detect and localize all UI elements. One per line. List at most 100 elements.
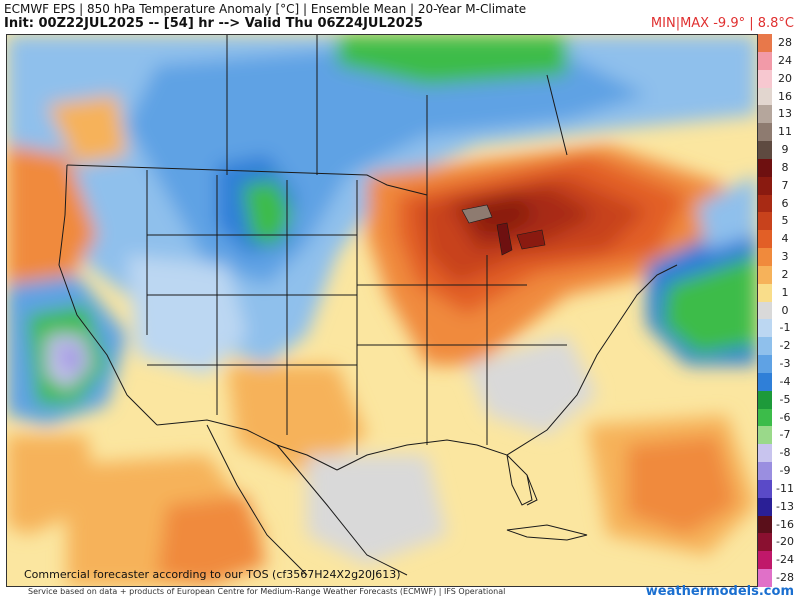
legend-swatch: [758, 355, 772, 373]
legend-label: -8: [779, 446, 791, 460]
legend-swatch: [758, 390, 772, 409]
legend-entry: 16: [758, 87, 798, 106]
legend-swatch: [758, 158, 772, 177]
legend-entry: 2: [758, 265, 798, 284]
map-subtitle: Init: 00Z22JUL2025 -- [54] hr --> Valid …: [4, 16, 423, 31]
legend-entry: -13: [758, 497, 798, 516]
legend-entry: 24: [758, 51, 798, 70]
legend-swatch: [758, 51, 772, 70]
legend-label: -3: [779, 357, 791, 371]
anomaly-map-canvas: [7, 35, 757, 586]
legend-label: 2: [781, 267, 789, 281]
legend-label: -9: [779, 464, 791, 478]
legend-entry: -3: [758, 355, 798, 373]
legend-swatch: [758, 194, 772, 213]
legend-entry: 7: [758, 176, 798, 195]
legend-label: -1: [779, 321, 791, 335]
legend-entry: 1: [758, 283, 798, 302]
legend-entry: -4: [758, 372, 798, 391]
legend-label: 1: [781, 285, 789, 299]
legend-label: 6: [781, 196, 789, 210]
legend-entry: -11: [758, 479, 798, 498]
legend-label: 16: [778, 89, 792, 103]
legend-entry: -6: [758, 408, 798, 427]
legend-label: 7: [781, 178, 789, 192]
legend-label: 28: [778, 36, 792, 49]
legend-entry: -16: [758, 515, 798, 534]
legend-entry: -24: [758, 551, 798, 570]
legend-entry: 20: [758, 69, 798, 88]
great-lakes: [461, 204, 546, 256]
legend-swatch: [758, 69, 772, 88]
legend-label: -24: [776, 553, 794, 567]
legend-entry: -8: [758, 444, 798, 463]
legend-swatch: [758, 123, 772, 142]
legend-label: -11: [776, 481, 794, 495]
legend-label: 9: [781, 143, 789, 157]
legend-swatch: [758, 105, 772, 124]
legend-entry: 28: [758, 34, 798, 52]
legend-label: 4: [781, 232, 789, 246]
legend-label: 8: [781, 160, 789, 174]
legend-entry: -9: [758, 462, 798, 480]
legend-swatch: [758, 551, 772, 570]
legend-swatch: [758, 337, 772, 356]
map-borders: [58, 35, 678, 576]
legend-entry: -5: [758, 390, 798, 409]
legend-label: 3: [781, 250, 789, 264]
legend-label: 0: [781, 303, 789, 317]
legend-entry: 8: [758, 158, 798, 177]
legend-swatch: [758, 479, 772, 498]
legend-label: -28: [776, 571, 794, 585]
legend-swatch: [758, 444, 772, 463]
legend-entry: 6: [758, 194, 798, 213]
legend-swatch: [758, 462, 772, 480]
anomaly-fill: [7, 35, 757, 586]
legend-label: 11: [778, 125, 792, 139]
legend-swatch: [758, 87, 772, 106]
legend-entry: -28: [758, 569, 798, 587]
legend-swatch: [758, 426, 772, 445]
color-legend: 28 24 20 16 13 11 9 8 7 6 5 4 3 2 1 0 -1 -2 -3 -4 -5 -6 -7 -8 -9…: [758, 34, 798, 587]
legend-entry: 4: [758, 230, 798, 249]
legend-swatch: [758, 265, 772, 284]
anomaly-map: [6, 34, 758, 587]
legend-label: -16: [776, 517, 794, 531]
legend-label: -20: [776, 535, 794, 549]
legend-entry: 5: [758, 212, 798, 231]
legend-label: 5: [781, 214, 789, 228]
commercial-note: Commercial forecaster according to our T…: [24, 568, 401, 581]
legend-swatch: [758, 515, 772, 534]
legend-entry: -2: [758, 337, 798, 356]
legend-label: 24: [778, 53, 792, 67]
legend-entry: 0: [758, 301, 798, 320]
map-header: ECMWF EPS | 850 hPa Temperature Anomaly …: [0, 0, 800, 32]
legend-swatch: [758, 176, 772, 195]
data-credit: Service based on data + products of Euro…: [28, 587, 506, 596]
legend-swatch: [758, 372, 772, 391]
site-watermark[interactable]: weathermodels.com: [645, 584, 794, 599]
legend-entry: -20: [758, 533, 798, 552]
legend-swatch: [758, 248, 772, 266]
legend-entry: -7: [758, 426, 798, 445]
legend-label: -5: [779, 392, 791, 406]
legend-swatch: [758, 141, 772, 159]
legend-label: -2: [779, 339, 791, 353]
legend-label: -7: [779, 428, 791, 442]
legend-swatch: [758, 212, 772, 231]
legend-swatch: [758, 283, 772, 302]
legend-swatch: [758, 319, 772, 338]
legend-label: -6: [779, 410, 791, 424]
legend-swatch: [758, 497, 772, 516]
legend-entry: 13: [758, 105, 798, 124]
legend-swatch: [758, 230, 772, 249]
legend-entry: 9: [758, 141, 798, 159]
min-max-readout: MIN|MAX -9.9° | 8.8°C: [650, 16, 794, 31]
legend-swatch: [758, 408, 772, 427]
legend-entry: 3: [758, 248, 798, 266]
legend-swatch: [758, 533, 772, 552]
legend-swatch: [758, 34, 772, 52]
legend-label: 13: [778, 107, 792, 121]
map-title: ECMWF EPS | 850 hPa Temperature Anomaly …: [4, 2, 527, 16]
legend-label: 20: [778, 71, 792, 85]
